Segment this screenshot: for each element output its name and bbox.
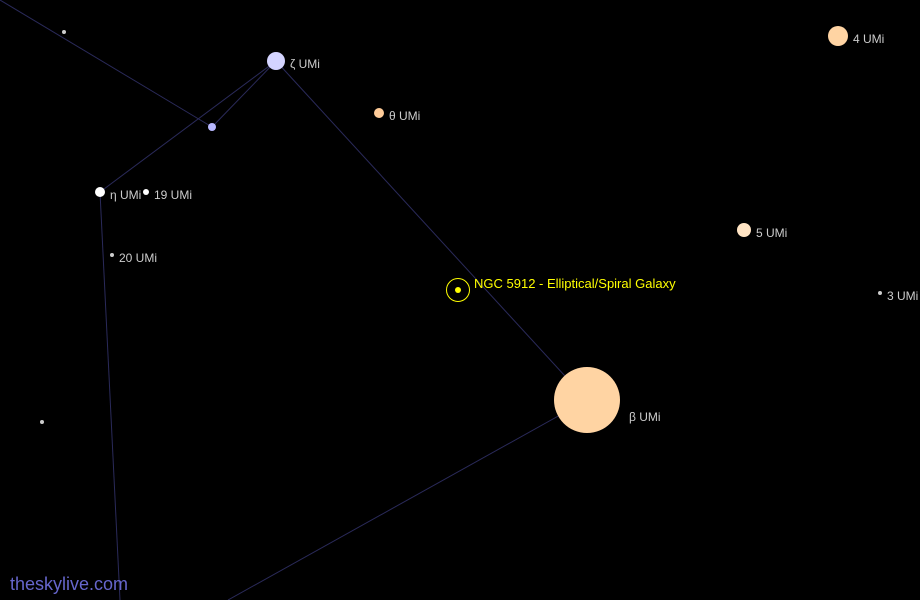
star-five-umi [737, 223, 751, 237]
constellation-line-0 [100, 61, 276, 192]
star-label-three-umi: 3 UMi [887, 289, 918, 303]
star-label-beta-umi: β UMi [629, 410, 661, 424]
star-unnamed-1 [208, 123, 216, 131]
target-label: NGC 5912 - Elliptical/Spiral Galaxy [474, 276, 676, 291]
star-four-umi [828, 26, 848, 46]
star-zeta-umi [267, 52, 285, 70]
star-chart: β UMi ζ UMi 4 UMi θ UMi 5 UMi η UMi 19 UMi 20 U… [0, 0, 920, 600]
star-label-nineteen-umi: 19 UMi [154, 188, 192, 202]
constellation-line-4 [212, 61, 276, 127]
target-dot [455, 287, 461, 293]
star-label-five-umi: 5 UMi [756, 226, 787, 240]
constellation-line-2 [228, 400, 587, 600]
star-theta-umi [374, 108, 384, 118]
star-three-umi [878, 291, 882, 295]
star-label-four-umi: 4 UMi [853, 32, 884, 46]
star-label-theta-umi: θ UMi [389, 109, 420, 123]
star-unnamed-3 [40, 420, 44, 424]
star-beta-umi [554, 367, 620, 433]
star-eta-umi [95, 187, 105, 197]
watermark: theskylive.com [10, 574, 128, 595]
star-label-zeta-umi: ζ UMi [290, 57, 320, 71]
star-label-twenty-umi: 20 UMi [119, 251, 157, 265]
constellation-line-5 [0, 0, 212, 127]
constellation-line-1 [276, 61, 587, 400]
star-unnamed-2 [62, 30, 66, 34]
star-nineteen-umi [143, 189, 149, 195]
star-twenty-umi [110, 253, 114, 257]
star-label-eta-umi: η UMi [110, 188, 141, 202]
